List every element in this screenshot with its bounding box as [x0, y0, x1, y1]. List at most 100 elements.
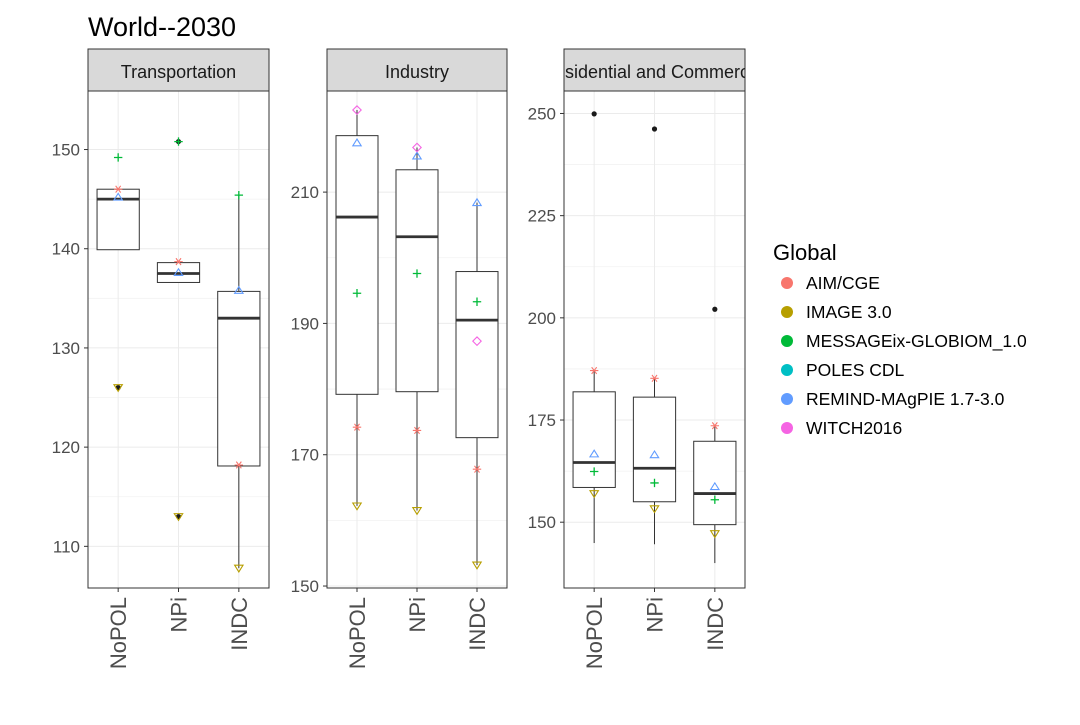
x-tick-label: NoPOL	[582, 597, 607, 669]
data-point	[352, 105, 362, 116]
y-tick-label: 250	[528, 104, 556, 123]
y-tick-label: 225	[528, 207, 556, 226]
y-tick-label: 150	[528, 513, 556, 532]
x-tick-label: NPi	[167, 597, 192, 632]
x-tick-label: NoPOL	[106, 597, 131, 669]
box	[335, 135, 379, 395]
box	[395, 169, 439, 393]
boxplot-INDC	[217, 195, 261, 569]
y-tick-label: 200	[528, 309, 556, 328]
data-point	[411, 151, 423, 160]
legend-key	[781, 277, 793, 289]
data-point	[351, 502, 363, 511]
y-tick-label: 110	[53, 537, 80, 556]
y-tick-label: 120	[52, 438, 80, 457]
legend-label: IMAGE 3.0	[806, 302, 892, 322]
data-point	[234, 461, 244, 469]
legend-title: Global	[773, 240, 837, 265]
y-tick-label: 150	[291, 577, 319, 596]
legend-label: AIM/CGE	[806, 273, 880, 293]
data-point	[234, 190, 244, 200]
y-tick-label: 190	[291, 314, 319, 333]
panel-2: Industry 150 170 190 210 NoPOL NPi INDC	[291, 48, 508, 669]
facet-strip-label: Transportation	[121, 62, 236, 82]
legend-key	[781, 393, 793, 405]
data-point	[710, 495, 720, 504]
panel-1: Transportation 110 120 130 140 150 NoPOL NPi IND…	[52, 48, 270, 669]
data-point	[649, 505, 660, 514]
y-tick-label: 175	[528, 411, 556, 430]
data-point	[113, 153, 123, 162]
y-tick-label: 170	[291, 446, 319, 465]
data-point	[174, 137, 183, 146]
y-tick-label: 210	[291, 183, 319, 202]
legend-key	[781, 422, 793, 434]
legend-label: MESSAGEix-GLOBIOM_1.0	[806, 331, 1027, 352]
x-tick-label: INDC	[227, 597, 252, 651]
x-tick-label: NPi	[405, 597, 430, 632]
data-point	[174, 257, 183, 266]
boxplot-NoPOL	[96, 188, 140, 391]
facet-strip-label: Industry	[385, 62, 449, 82]
data-point	[412, 269, 422, 278]
data-point	[113, 185, 123, 193]
data-point	[588, 490, 600, 499]
data-point	[471, 197, 483, 207]
panel-3: Residential and Commercial 150 175 200 225 25…	[528, 48, 767, 669]
legend-key	[781, 364, 793, 376]
data-point	[589, 366, 599, 375]
box	[693, 440, 737, 526]
facet-strip	[87, 48, 270, 92]
facet-strip-label: Residential and Commercial	[542, 62, 767, 82]
x-tick-label: NoPOL	[345, 597, 370, 669]
x-tick-label: INDC	[703, 597, 728, 651]
boxplot-NPi	[395, 147, 439, 511]
boxplot-NPi	[156, 138, 201, 520]
data-point	[472, 465, 482, 473]
box	[455, 271, 499, 439]
data-point	[472, 336, 482, 347]
outlier-point	[712, 306, 718, 312]
facet-strip	[326, 48, 508, 92]
data-point	[589, 467, 599, 476]
data-point	[650, 478, 659, 488]
legend-label: POLES CDL	[806, 360, 904, 380]
data-point	[471, 561, 483, 570]
legend-label: WITCH2016	[806, 418, 902, 438]
y-tick-label: 140	[52, 240, 80, 259]
data-point	[233, 285, 245, 294]
data-point	[709, 481, 721, 491]
data-point	[472, 297, 482, 306]
legend: Global AIM/CGE IMAGE 3.0 MESSAGEix-GLOBIOM_…	[773, 240, 1027, 438]
data-point	[709, 530, 721, 539]
data-point	[352, 423, 362, 431]
data-point	[351, 138, 363, 147]
y-tick-label: 150	[52, 141, 80, 160]
boxplot-NoPOL	[335, 110, 379, 506]
outlier-point	[591, 111, 597, 117]
x-tick-label: NPi	[643, 597, 668, 632]
chart-title: World--2030	[88, 12, 236, 42]
data-point	[649, 449, 660, 459]
data-point	[112, 192, 124, 201]
data-point	[233, 564, 245, 573]
data-point	[112, 384, 124, 393]
outlier-point	[651, 126, 658, 132]
y-tick-label: 130	[52, 339, 80, 358]
data-point	[173, 267, 184, 277]
data-point	[352, 289, 362, 298]
legend-key	[781, 306, 793, 318]
data-point	[650, 374, 659, 383]
data-point	[412, 426, 422, 435]
data-point	[173, 513, 184, 522]
box	[217, 290, 261, 467]
data-point	[412, 142, 422, 153]
data-point	[588, 449, 600, 458]
x-tick-label: INDC	[465, 597, 490, 651]
data-point	[710, 422, 720, 430]
data-point	[411, 507, 423, 516]
legend-label: REMIND-MAgPIE 1.7-3.0	[806, 389, 1005, 409]
legend-key	[781, 335, 793, 347]
